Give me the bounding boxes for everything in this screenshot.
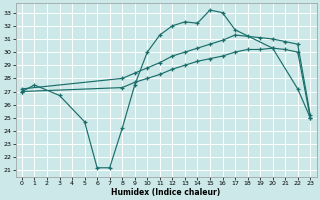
X-axis label: Humidex (Indice chaleur): Humidex (Indice chaleur) xyxy=(111,188,221,197)
